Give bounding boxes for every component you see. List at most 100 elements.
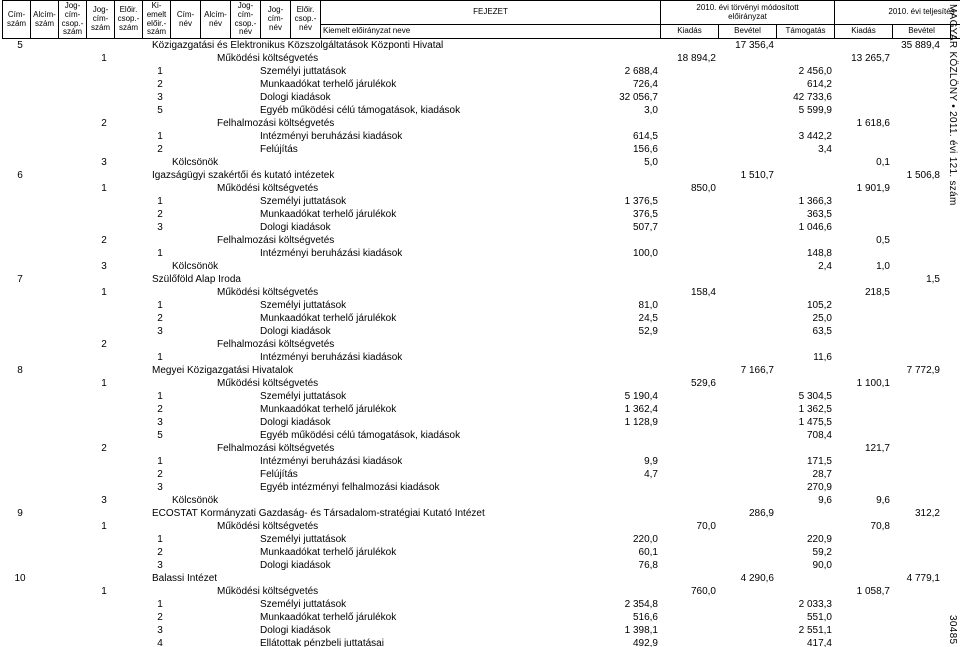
row-label: Személyi juttatások bbox=[260, 299, 596, 312]
row-label: Balassi Intézet bbox=[152, 572, 596, 585]
row-code: 1 bbox=[150, 390, 170, 403]
row-label: Dologi kiadások bbox=[260, 91, 596, 104]
hdr-group-1: 2010. évi törvényi módosítottelőirányzat bbox=[661, 1, 835, 25]
row-value: 1 362,5 bbox=[774, 403, 832, 416]
table-row: 1Intézményi beruházási kiadások9,9171,5 bbox=[2, 455, 940, 468]
table-row: 2Felhalmozási költségvetés bbox=[2, 338, 940, 351]
row-label: Intézményi beruházási kiadások bbox=[260, 130, 596, 143]
hdr-fejezet: FEJEZET bbox=[321, 1, 661, 25]
row-label: Munkaadókat terhelő járulékok bbox=[260, 403, 596, 416]
table-row: 1Intézményi beruházási kiadások100,0148,… bbox=[2, 247, 940, 260]
row-code: 1 bbox=[150, 351, 170, 364]
row-code: 2 bbox=[94, 442, 114, 455]
row-value: 25,0 bbox=[774, 312, 832, 325]
row-code: 7 bbox=[10, 273, 30, 286]
table-row: 5Egyéb működési célú támogatások, kiadás… bbox=[2, 429, 940, 442]
row-code: 2 bbox=[150, 312, 170, 325]
table-row: 3Dologi kiadások1 128,91 475,5 bbox=[2, 416, 940, 429]
row-code: 2 bbox=[150, 611, 170, 624]
row-label: Működési költségvetés bbox=[217, 585, 596, 598]
row-code: 3 bbox=[150, 221, 170, 234]
hdr-code-10: Előir.csop.-név bbox=[291, 1, 321, 39]
row-value: 218,5 bbox=[832, 286, 890, 299]
row-label: Személyi juttatások bbox=[260, 65, 596, 78]
row-code: 1 bbox=[94, 182, 114, 195]
row-value: 1 510,7 bbox=[716, 169, 774, 182]
row-value: 1,0 bbox=[832, 260, 890, 273]
row-label: Működési költségvetés bbox=[217, 286, 596, 299]
side-page-num: 30485 bbox=[944, 615, 958, 644]
row-code: 1 bbox=[150, 299, 170, 312]
table-row: 1Személyi juttatások220,0220,9 bbox=[2, 533, 940, 546]
table-row: 10Balassi Intézet4 290,64 779,1 bbox=[2, 572, 940, 585]
row-value: 1 475,5 bbox=[774, 416, 832, 429]
row-label: Felhalmozási költségvetés bbox=[217, 338, 596, 351]
row-label: Igazságügyi szakértői és kutató intézete… bbox=[152, 169, 596, 182]
hdr-num-3: Kiadás bbox=[835, 25, 893, 39]
row-label: Működési költségvetés bbox=[217, 52, 596, 65]
row-label: Egyéb intézményi felhalmozási kiadások bbox=[260, 481, 596, 494]
row-label: Felújítás bbox=[260, 143, 596, 156]
row-value: 0,5 bbox=[832, 234, 890, 247]
table-row: 2Felújítás156,63,4 bbox=[2, 143, 940, 156]
row-value: 2 688,4 bbox=[600, 65, 658, 78]
row-label: Működési költségvetés bbox=[217, 377, 596, 390]
hdr-code-5: Ki-emeltelőir.-szám bbox=[143, 1, 171, 39]
row-label: Megyei Közigazgatási Hivatalok bbox=[152, 364, 596, 377]
hdr-num-1: Bevétel bbox=[719, 25, 777, 39]
row-value: 220,0 bbox=[600, 533, 658, 546]
row-value: 7 166,7 bbox=[716, 364, 774, 377]
table-row: 3Dologi kiadások76,890,0 bbox=[2, 559, 940, 572]
row-value: 4,7 bbox=[600, 468, 658, 481]
row-value: 1 366,3 bbox=[774, 195, 832, 208]
row-label: Egyéb működési célú támogatások, kiadáso… bbox=[260, 429, 596, 442]
hdr-code-8: Jog-cím-csop.-név bbox=[231, 1, 261, 39]
row-code: 5 bbox=[10, 39, 30, 52]
row-value: 1 362,4 bbox=[600, 403, 658, 416]
table-row: 1Működési költségvetés18 894,213 265,7 bbox=[2, 52, 940, 65]
row-value: 2 456,0 bbox=[774, 65, 832, 78]
row-value: 363,5 bbox=[774, 208, 832, 221]
row-code: 2 bbox=[150, 403, 170, 416]
row-code: 2 bbox=[150, 143, 170, 156]
row-code: 4 bbox=[150, 637, 170, 647]
row-code: 1 bbox=[150, 533, 170, 546]
row-code: 5 bbox=[150, 104, 170, 117]
row-label: Intézményi beruházási kiadások bbox=[260, 247, 596, 260]
row-label: Munkaadókat terhelő járulékok bbox=[260, 208, 596, 221]
row-label: Dologi kiadások bbox=[260, 559, 596, 572]
row-value: 18 894,2 bbox=[658, 52, 716, 65]
row-code: 1 bbox=[150, 455, 170, 468]
row-code: 8 bbox=[10, 364, 30, 377]
row-code: 9 bbox=[10, 507, 30, 520]
row-value: 1,5 bbox=[890, 273, 940, 286]
row-value: 551,0 bbox=[774, 611, 832, 624]
row-code: 2 bbox=[150, 208, 170, 221]
row-label: Intézményi beruházási kiadások bbox=[260, 455, 596, 468]
row-label: Működési költségvetés bbox=[217, 520, 596, 533]
hdr-num-4: Bevétel bbox=[893, 25, 951, 39]
hdr-code-6: Cím-név bbox=[171, 1, 201, 39]
row-label: Egyéb működési célú támogatások, kiadáso… bbox=[260, 104, 596, 117]
row-value: 614,2 bbox=[774, 78, 832, 91]
table-row: 3Kölcsönök9,69,6 bbox=[2, 494, 940, 507]
table-row: 5Közigazgatási és Elektronikus Közszolgá… bbox=[2, 39, 940, 52]
row-code: 2 bbox=[150, 468, 170, 481]
hdr-kiemelt: Kiemelt előirányzat neve bbox=[321, 25, 661, 39]
row-label: Személyi juttatások bbox=[260, 598, 596, 611]
row-value: 2,4 bbox=[774, 260, 832, 273]
row-value: 850,0 bbox=[658, 182, 716, 195]
table-row: 2Munkaadókat terhelő járulékok726,4614,2 bbox=[2, 78, 940, 91]
hdr-num-2: Támogatás bbox=[777, 25, 835, 39]
table-row: 2Munkaadókat terhelő járulékok516,6551,0 bbox=[2, 611, 940, 624]
row-value: 35 889,4 bbox=[890, 39, 940, 52]
table-row: 1Intézményi beruházási kiadások11,6 bbox=[2, 351, 940, 364]
row-value: 1 100,1 bbox=[832, 377, 890, 390]
row-value: 11,6 bbox=[774, 351, 832, 364]
row-code: 2 bbox=[150, 546, 170, 559]
row-value: 1 618,6 bbox=[832, 117, 890, 130]
row-label: Felhalmozási költségvetés bbox=[217, 234, 596, 247]
table-row: 2 Munkaadókat terhelő járulékok 1 362,4 1 3… bbox=[2, 403, 940, 416]
hdr-code-9: Jog-cím-név bbox=[261, 1, 291, 39]
row-label: Személyi juttatások bbox=[260, 533, 596, 546]
